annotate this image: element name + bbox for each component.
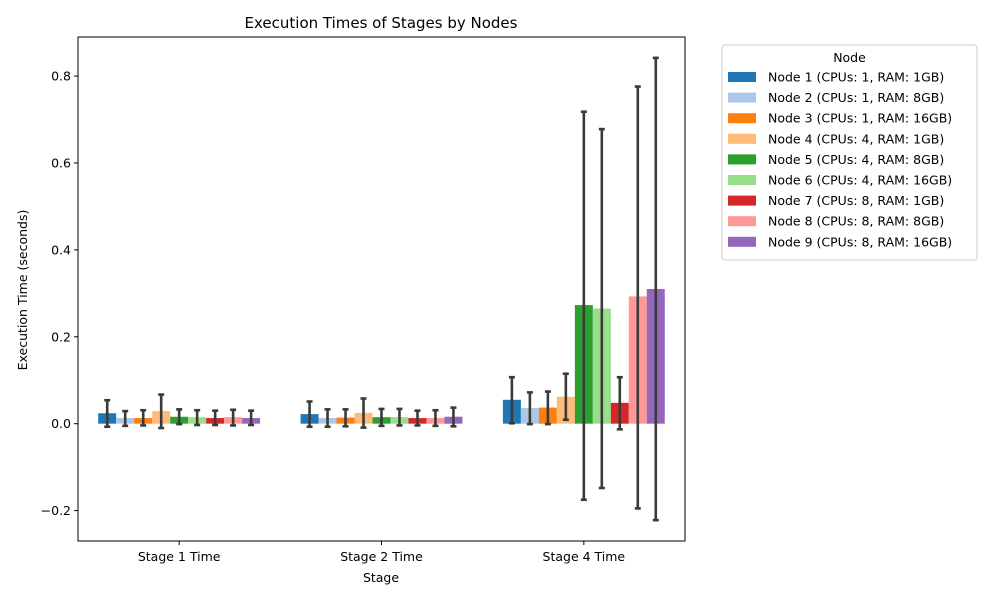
y-tick-label: 0.6 [51, 156, 71, 171]
plot-frame [77, 36, 686, 542]
legend-label: Node 8 (CPUs: 8, RAM: 8GB) [768, 214, 944, 229]
legend-swatch [728, 216, 756, 227]
x-axis-title: Stage [363, 570, 399, 585]
chart-title: Execution Times of Stages by Nodes [245, 14, 518, 32]
plot-area: −0.2 0.0 0.2 0.4 0.6 0.8 Stage 1 Time Stage 2 T… [41, 36, 686, 564]
legend-label: Node 6 (CPUs: 4, RAM: 16GB) [768, 173, 952, 188]
y-tick-label: −0.2 [41, 503, 71, 518]
legend-title: Node [833, 50, 866, 65]
y-tick-label: 0.0 [51, 416, 71, 431]
legend-label: Node 2 (CPUs: 1, RAM: 8GB) [768, 90, 944, 105]
y-tick-label: 0.2 [51, 329, 71, 344]
legend-label: Node 5 (CPUs: 4, RAM: 8GB) [768, 152, 944, 167]
y-axis-title: Execution Time (seconds) [15, 210, 30, 371]
legend-swatch [728, 175, 756, 185]
legend-swatch [728, 133, 756, 144]
legend-swatch [728, 154, 756, 165]
legend-swatch [728, 236, 756, 247]
legend-label: Node 4 (CPUs: 4, RAM: 1GB) [768, 131, 944, 146]
y-tick-label: 0.8 [51, 69, 71, 84]
legend-swatch [728, 195, 756, 206]
legend-label: Node 7 (CPUs: 8, RAM: 1GB) [768, 193, 944, 208]
legend-label: Node 1 (CPUs: 1, RAM: 1GB) [768, 70, 944, 85]
legend-box [721, 44, 978, 261]
legend-label: Node 3 (CPUs: 1, RAM: 16GB) [768, 111, 952, 126]
x-tick-label: Stage 1 Time [138, 549, 221, 564]
legend-items: Node 1 (CPUs: 1, RAM: 1GB) Node 2 (CPUs: … [728, 70, 952, 249]
legend-swatch [728, 92, 756, 103]
x-tick-label: Stage 2 Time [340, 549, 423, 564]
legend-swatch [728, 113, 756, 124]
legend: Node Node 1 (CPUs: 1, RAM: 1GB) Node 2 (C… [721, 44, 978, 261]
y-tick-label: 0.4 [51, 242, 71, 257]
legend-label: Node 9 (CPUs: 8, RAM: 16GB) [768, 234, 952, 249]
legend-swatch [728, 72, 756, 82]
x-tick-label: Stage 4 Time [543, 549, 626, 564]
